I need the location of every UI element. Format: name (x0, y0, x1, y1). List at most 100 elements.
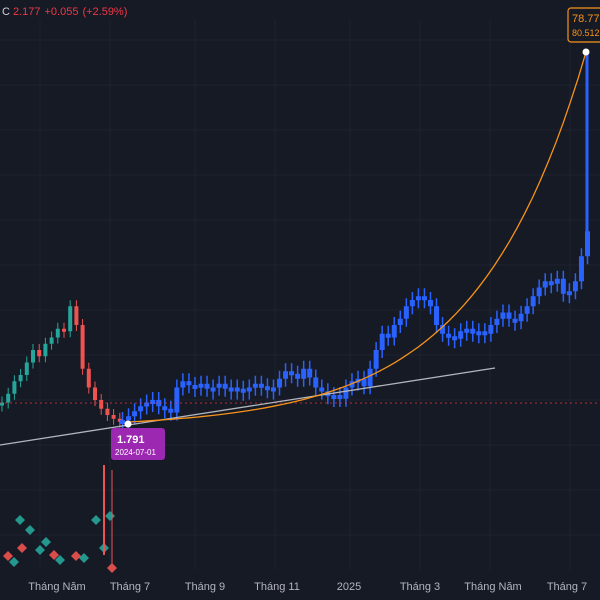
low-point-dot (124, 420, 132, 428)
candle (446, 333, 452, 338)
candle (518, 313, 524, 322)
candle (512, 318, 518, 323)
ohlc-legend: C 2.177 +0.055 (+2.59%) (2, 6, 131, 18)
candle (55, 328, 60, 338)
candle (222, 383, 228, 389)
candle (542, 281, 548, 288)
candle (319, 387, 325, 392)
candle (138, 406, 144, 412)
candle (397, 318, 403, 325)
candle (434, 306, 440, 325)
candle (186, 381, 192, 386)
candle (74, 306, 79, 325)
candle (530, 296, 536, 307)
candle (210, 387, 216, 392)
candle (572, 281, 578, 292)
candle (391, 325, 397, 338)
high-marker-box (567, 7, 600, 43)
candle (144, 402, 150, 407)
candle (105, 408, 110, 415)
candle (307, 368, 313, 378)
signal-diamond-2 (17, 543, 27, 553)
candle (99, 400, 104, 409)
candle (476, 331, 482, 336)
candle (295, 373, 301, 379)
candle (80, 325, 85, 369)
candle (111, 415, 116, 419)
x-tick-label: Tháng 7 (110, 581, 150, 593)
candle (198, 383, 204, 388)
signal-diamond-0 (15, 515, 25, 525)
candle (385, 333, 391, 338)
high-marker-value: 78.77 (572, 13, 600, 25)
candle (6, 393, 11, 403)
candle (421, 296, 427, 301)
candle (31, 350, 35, 363)
candle (156, 400, 162, 407)
candle (494, 318, 500, 325)
candle (289, 371, 295, 376)
candle (331, 395, 337, 399)
candle (560, 278, 566, 294)
candle (126, 416, 132, 421)
candle (270, 387, 276, 392)
candle (337, 395, 343, 399)
candle (361, 378, 367, 387)
candle (43, 343, 48, 357)
candle (240, 388, 246, 393)
candle (373, 350, 379, 369)
candle (234, 387, 240, 392)
signal-diamond-5 (49, 550, 59, 560)
ohlc-change: +0.055 (44, 6, 79, 18)
signal-diamond-8 (79, 553, 89, 563)
candle (415, 296, 421, 301)
candle (37, 350, 42, 357)
candle (548, 281, 554, 286)
x-tick-label: 2025 (337, 581, 361, 593)
candle (216, 383, 222, 388)
candle (117, 418, 122, 422)
x-tick-label: Tháng Năm (28, 581, 85, 593)
low-marker-date: 2024-07-01 (115, 448, 156, 457)
candle (180, 381, 186, 388)
candle (120, 420, 125, 424)
candle (252, 383, 258, 388)
trendline (0, 367, 496, 446)
candle (427, 300, 433, 307)
candle (524, 306, 530, 314)
high-point-dot (582, 48, 590, 56)
candle (566, 291, 572, 296)
candle (246, 387, 252, 392)
candle (49, 337, 54, 344)
candle (174, 387, 180, 413)
candle (264, 386, 270, 391)
signal-diamond-11 (105, 511, 115, 521)
candle (18, 375, 23, 382)
x-tick-label: Tháng 7 (547, 581, 587, 593)
candle (168, 408, 174, 413)
ohlc-close-value: 2.177 (12, 6, 41, 18)
candle (12, 381, 17, 394)
candle (228, 387, 234, 392)
x-tick-label: Tháng 9 (185, 581, 225, 593)
candle (349, 381, 355, 388)
candle (283, 371, 289, 379)
signal-diamond-12 (107, 563, 117, 573)
candle (585, 231, 590, 257)
candle (578, 256, 584, 282)
signal-diamond-4 (41, 537, 51, 547)
candle (470, 328, 476, 334)
x-tick-label: Tháng Năm (464, 581, 521, 593)
candle (464, 328, 470, 333)
candle (343, 387, 349, 399)
candle (482, 331, 488, 336)
candle (277, 378, 283, 388)
candle (301, 368, 307, 379)
signal-diamond-7 (71, 551, 81, 561)
candle (500, 312, 506, 319)
candle (536, 287, 542, 297)
candle (93, 387, 97, 400)
candle (192, 385, 198, 389)
